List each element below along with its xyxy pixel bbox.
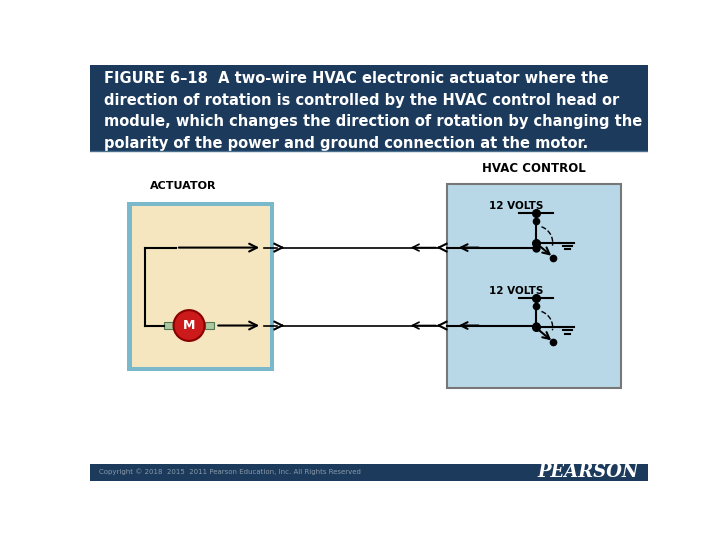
Bar (164, 322, 174, 329)
Bar (446, 184, 621, 388)
Text: FIGURE 6–18  A two-wire HVAC electronic actuator where the
direction of rotation: FIGURE 6–18 A two-wire HVAC electronic a… (104, 71, 642, 151)
Bar (90, 464, 648, 496)
Text: PEARSON: PEARSON (537, 463, 639, 481)
Text: HVAC CONTROL: HVAC CONTROL (482, 162, 585, 175)
Text: 12 VOLTS: 12 VOLTS (489, 286, 544, 296)
Text: 12 VOLTS: 12 VOLTS (489, 201, 544, 211)
Bar (204, 322, 214, 329)
Bar (90, 65, 648, 151)
Text: Copyright © 2018  2015  2011 Pearson Education, Inc. All Rights Reserved: Copyright © 2018 2015 2011 Pearson Educa… (99, 469, 361, 475)
Bar (132, 206, 270, 367)
Text: ACTUATOR: ACTUATOR (150, 181, 217, 191)
Text: M: M (183, 319, 195, 332)
Circle shape (174, 310, 204, 341)
Bar (127, 202, 274, 372)
